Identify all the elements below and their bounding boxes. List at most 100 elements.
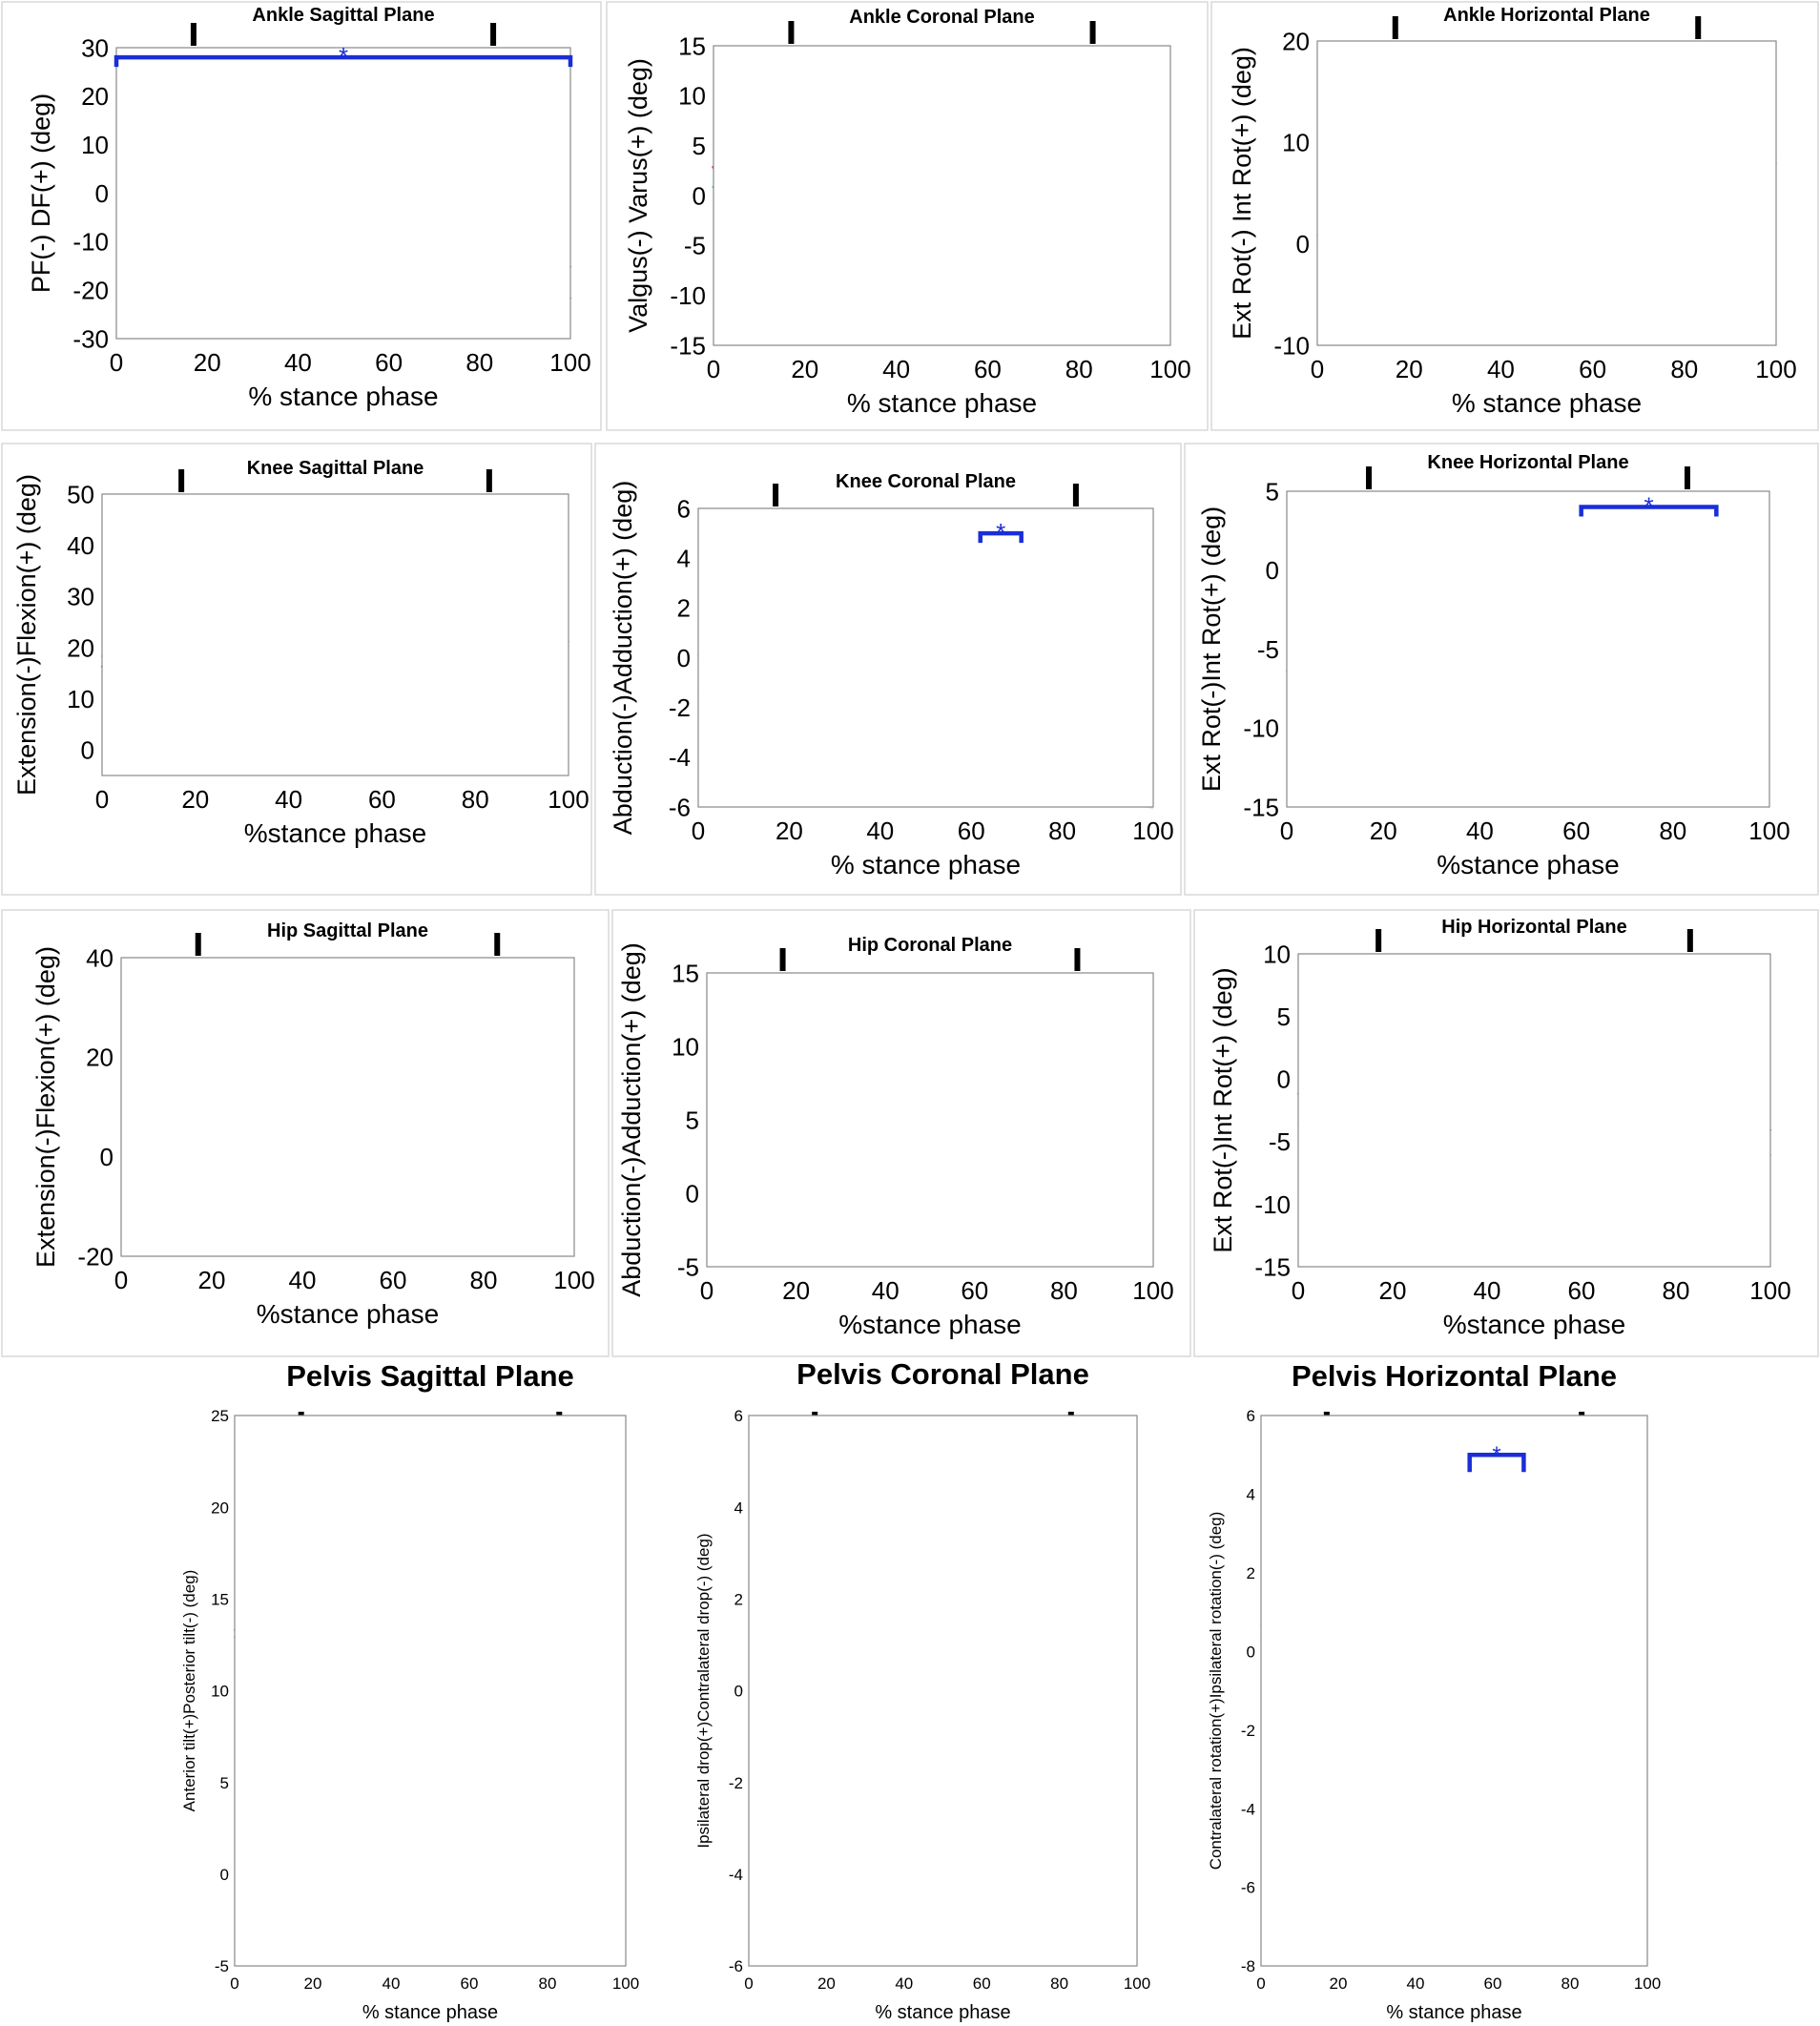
y-axis-label: Valgus(-) Varus(+) (deg) [624,58,652,333]
y-tick-label: 10 [1263,940,1291,968]
x-tick-label: 100 [1149,355,1190,383]
y-tick-label: 40 [86,943,114,972]
y-tick-label: 5 [220,1774,229,1792]
chart-title: Knee Horizontal Plane [1427,452,1628,473]
y-axis-label: Ext Rot(-) Int Rot(+) (deg) [1228,47,1256,340]
y-tick-label: 10 [678,82,706,111]
x-tick-label: 60 [461,1974,479,1993]
x-tick-label: 60 [375,348,403,377]
x-tick-label: 20 [817,1974,836,1993]
panel-border [1,443,592,896]
y-tick-label: 20 [211,1499,229,1517]
significance-star: * [1644,492,1653,521]
x-tick-label: 40 [383,1974,401,1993]
chart-8: 0 20 40 60 80 100 -15 -10 -5 0 5 10 Hip Horizontal P… [1193,909,1819,1357]
x-tick-label: 80 [470,1266,498,1294]
axes-box [1286,490,1770,808]
x-tick-label: 60 [1484,1974,1502,1993]
chart-4: * 0 20 40 60 80 100 -6 -4 -2 0 2 4 6 Knee Coronal Plan… [594,443,1182,896]
y-axis-label: Extension(-)Flexion(+) (deg) [12,474,41,796]
x-tick-label: 0 [692,817,705,845]
x-axis-label: %stance phase [838,1310,1021,1339]
significance-bracket [1467,1452,1526,1473]
y-tick-label: 0 [1296,230,1310,258]
axes-box [706,972,1154,1268]
x-tick-label: 60 [974,355,1002,383]
x-tick-label: 60 [1562,817,1590,845]
x-axis-label: %stance phase [1437,850,1619,879]
axes-box [713,45,1171,346]
y-tick-label: 2 [1247,1564,1255,1582]
x-tick-label: 40 [1466,817,1494,845]
x-tick-label: 20 [791,355,818,383]
panel-border [1210,1,1819,431]
y-tick-label: 5 [1266,477,1279,506]
x-tick-label: 80 [1663,1276,1690,1305]
chart-3: 0 20 40 60 80 100 0 10 20 30 40 50 Knee Sagittal Pla… [1,443,592,896]
y-tick-label: 6 [677,494,691,523]
x-tick-label: 0 [114,1266,128,1294]
x-tick-label: 0 [700,1276,714,1305]
x-tick-label: 80 [462,785,489,814]
y-tick-label: -2 [669,693,691,722]
y-tick-label: 10 [1282,129,1310,157]
x-axis-label: % stance phase [1452,388,1642,418]
significance-bracket [1579,505,1719,517]
y-tick-label: 0 [686,1179,699,1208]
x-tick-label: 40 [882,355,910,383]
y-tick-label: -5 [1269,1127,1291,1156]
axes-box [115,47,571,340]
x-tick-label: 80 [539,1974,557,1993]
x-tick-label: 60 [961,1276,988,1305]
x-tick-label: 20 [1379,1276,1407,1305]
axes-box [697,507,1154,808]
axes-box [1297,953,1771,1268]
x-tick-label: 40 [895,1974,913,1993]
y-tick-label: -5 [1257,635,1279,664]
y-tick-label: 5 [1277,1003,1291,1031]
y-tick-label: 4 [734,1499,743,1517]
y-tick-label: -4 [729,1866,743,1884]
y-tick-label: -30 [72,324,109,353]
x-axis-label: % stance phase [831,850,1021,879]
x-tick-label: 20 [1370,817,1397,845]
y-tick-label: 40 [67,531,94,560]
y-tick-label: -2 [1241,1722,1255,1740]
y-tick-label: -15 [1243,793,1279,821]
x-tick-label: 20 [181,785,209,814]
y-tick-label: 20 [86,1044,114,1072]
x-tick-label: 0 [1292,1276,1305,1305]
axes-box [1260,1415,1648,1967]
y-tick-label: -5 [215,1957,229,1975]
x-axis-label: % stance phase [1386,2002,1521,2023]
x-tick-label: 60 [1568,1276,1596,1305]
y-tick-label: -6 [1241,1879,1255,1897]
y-tick-label: -20 [77,1242,114,1271]
x-tick-label: 60 [958,817,985,845]
x-tick-label: 100 [612,1974,639,1993]
x-tick-label: 80 [1659,817,1686,845]
y-tick-label: -10 [72,228,109,257]
x-axis-label: % stance phase [362,2002,498,2023]
y-tick-label: 5 [686,1106,699,1134]
x-tick-label: 20 [304,1974,322,1993]
y-axis-label: Anterior tilt(+)Posterior tilt(-) (deg) [180,1570,198,1812]
chart-title: Ankle Horizontal Plane [1443,5,1650,26]
y-tick-label: 10 [67,685,94,713]
y-axis-label: Ext Rot(-)Int Rot(+) (deg) [1197,506,1226,792]
y-axis-label: Extension(-)Flexion(+) (deg) [31,946,60,1268]
x-tick-label: 100 [1748,817,1789,845]
y-tick-label: -8 [1241,1957,1255,1975]
significance-bracket [978,530,1024,544]
y-tick-label: 15 [678,31,706,60]
x-tick-label: 40 [872,1276,900,1305]
y-tick-label: -10 [1243,714,1279,743]
x-tick-label: 0 [110,348,123,377]
y-tick-label: -6 [729,1957,743,1975]
x-axis-label: % stance phase [875,2002,1010,2023]
x-tick-label: 100 [549,348,590,377]
y-tick-label: 4 [677,545,691,573]
